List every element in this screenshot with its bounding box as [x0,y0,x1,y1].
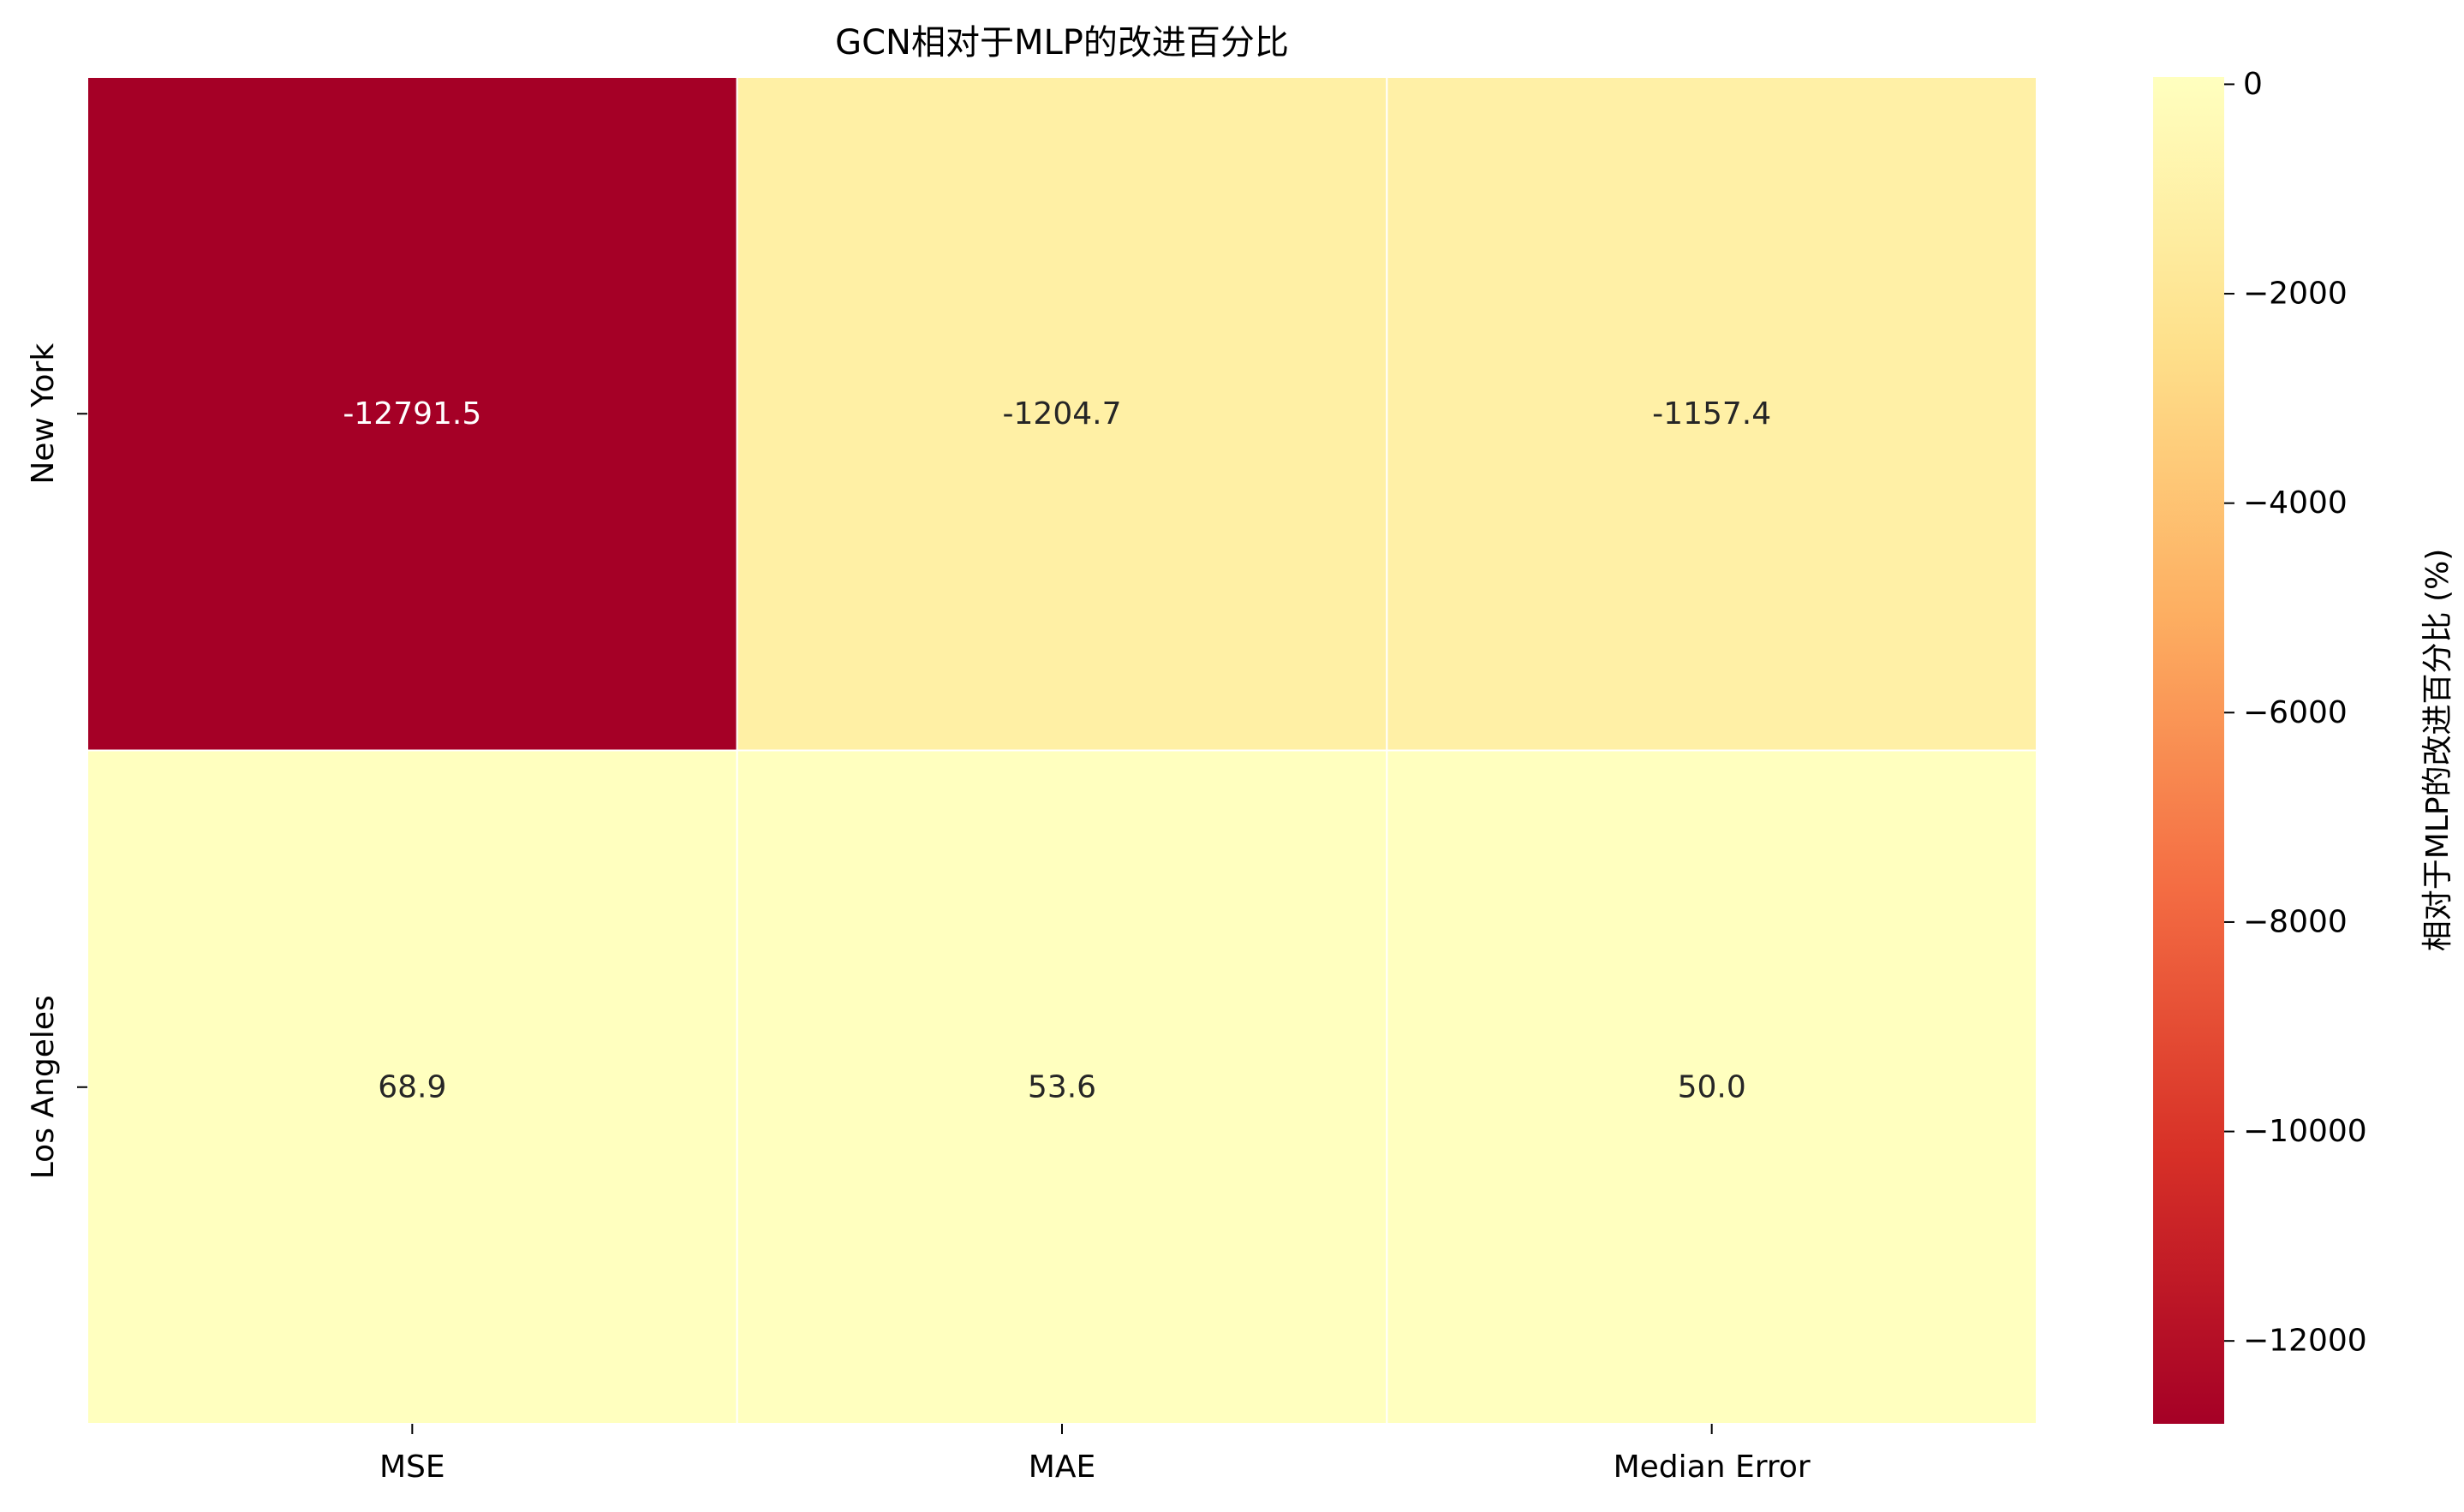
cell-value-label: -12791.5 [343,396,481,432]
cell-value-label: 68.9 [378,1069,446,1104]
column-label: MAE [1029,1449,1095,1485]
colorbar-tick-label: −12000 [2243,1324,2367,1359]
row-label: Los Angeles [26,995,61,1179]
heatmap-cell [1386,76,2038,752]
colorbar-tick-label: −4000 [2243,485,2348,521]
heatmap-cell [87,76,738,752]
cell-value-label: 53.6 [1028,1069,1096,1104]
row-label: New York [26,343,61,485]
heatmap-cell [736,76,1388,752]
column-label: Median Error [1614,1449,1811,1485]
column-label: MSE [379,1449,445,1485]
cell-value-label: 50.0 [1678,1069,1746,1104]
colorbar-label: 相对于MLP的改进百分比 (%) [2420,549,2455,952]
colorbar: 0 −2000 −4000 −6000 −8000 −10000 −12000 相对于MLP… [2153,67,2455,1424]
colorbar-tick-label: −10000 [2243,1114,2367,1149]
colorbar-gradient [2153,77,2224,1424]
column-axis: MSE MAE Median Error [379,1424,1811,1485]
heatmap-cell [87,749,738,1425]
colorbar-tick-label: 0 [2243,67,2263,102]
chart-title: GCN相对于MLP的改进百分比 [835,23,1289,63]
cell-value-label: -1204.7 [1003,396,1122,432]
cell-value-label: -1157.4 [1652,396,1771,432]
colorbar-tick-label: −2000 [2243,277,2348,312]
colorbar-tick-label: −6000 [2243,695,2348,730]
heatmap-cell [1386,749,2038,1425]
colorbar-ticks: 0 −2000 −4000 −6000 −8000 −10000 −12000 [2224,67,2367,1359]
heatmap-cell [736,749,1388,1425]
colorbar-tick-label: −8000 [2243,904,2348,939]
heatmap-cells: -12791.5 -1204.7 -1157.4 68.9 53.6 50.0 [87,76,2038,1425]
row-axis: New York Los Angeles [26,343,87,1179]
